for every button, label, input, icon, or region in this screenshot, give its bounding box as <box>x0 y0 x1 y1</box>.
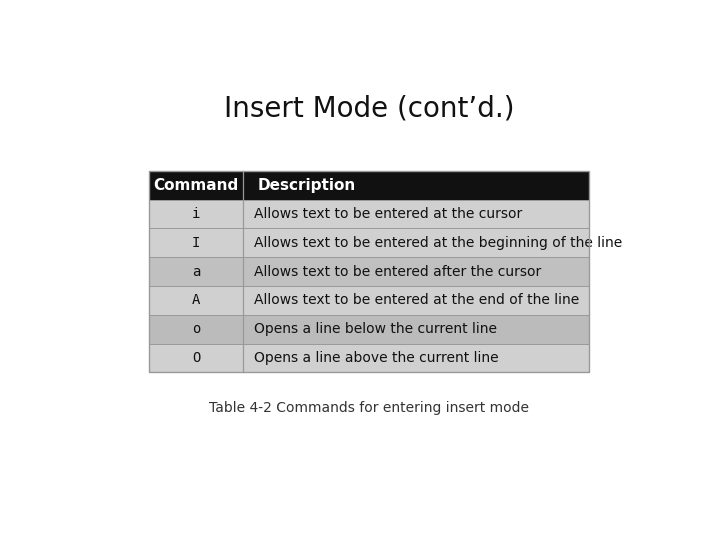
Text: i: i <box>192 207 200 221</box>
Text: Opens a line above the current line: Opens a line above the current line <box>253 351 498 365</box>
Bar <box>148 257 590 286</box>
Bar <box>148 315 590 343</box>
Bar <box>148 171 590 200</box>
Text: Opens a line below the current line: Opens a line below the current line <box>253 322 497 336</box>
Bar <box>148 200 590 228</box>
Text: I: I <box>192 236 200 250</box>
Text: Allows text to be entered at the beginning of the line: Allows text to be entered at the beginni… <box>253 236 622 250</box>
Text: Command: Command <box>153 178 238 193</box>
Text: Allows text to be entered at the end of the line: Allows text to be entered at the end of … <box>253 293 579 307</box>
Bar <box>148 286 590 315</box>
Text: Allows text to be entered at the cursor: Allows text to be entered at the cursor <box>253 207 522 221</box>
Text: Allows text to be entered after the cursor: Allows text to be entered after the curs… <box>253 265 541 279</box>
Text: A: A <box>192 293 200 307</box>
Bar <box>148 228 590 257</box>
Text: Insert Mode (cont’d.): Insert Mode (cont’d.) <box>224 94 514 123</box>
Bar <box>148 343 590 373</box>
Text: O: O <box>192 351 200 365</box>
Text: o: o <box>192 322 200 336</box>
Text: a: a <box>192 265 200 279</box>
Text: Table 4-2 Commands for entering insert mode: Table 4-2 Commands for entering insert m… <box>209 401 529 415</box>
Bar <box>148 171 590 373</box>
Text: Description: Description <box>257 178 356 193</box>
